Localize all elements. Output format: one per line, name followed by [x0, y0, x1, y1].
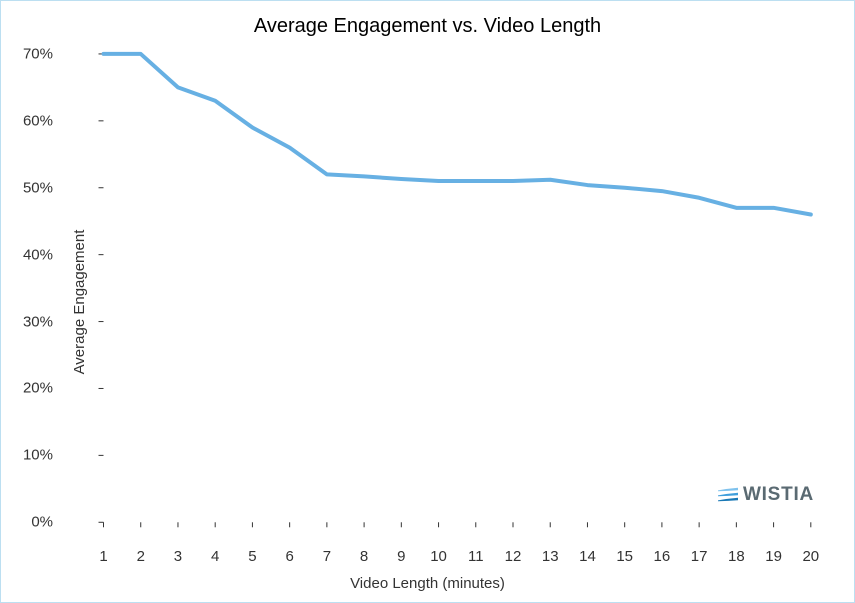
- x-tick-label: 7: [323, 548, 331, 565]
- y-tick-label: 60%: [23, 112, 53, 129]
- chart-title: Average Engagement vs. Video Length: [1, 15, 854, 38]
- x-tick-label: 8: [360, 548, 368, 565]
- wistia-logo: WISTIA: [717, 484, 814, 506]
- x-tick-label: 5: [248, 548, 256, 565]
- x-tick-label: 9: [397, 548, 405, 565]
- x-tick-label: 11: [468, 548, 484, 565]
- x-tick-label: 14: [579, 548, 596, 565]
- engagement-line: [104, 54, 811, 215]
- x-tick-label: 10: [430, 548, 447, 565]
- x-tick-label: 19: [765, 548, 782, 565]
- y-tick-label: 30%: [23, 313, 53, 330]
- y-tick-label: 0%: [31, 514, 53, 531]
- plot-area: 0%10%20%30%40%50%60%70%12345678910111213…: [61, 49, 834, 542]
- line-chart-svg: [61, 49, 834, 542]
- x-tick-label: 15: [616, 548, 633, 565]
- y-tick-label: 20%: [23, 380, 53, 397]
- x-tick-label: 17: [691, 548, 708, 565]
- x-tick-label: 13: [542, 548, 559, 565]
- y-tick-label: 50%: [23, 179, 53, 196]
- x-tick-label: 6: [285, 548, 293, 565]
- x-tick-label: 12: [505, 548, 522, 565]
- x-tick-label: 18: [728, 548, 745, 565]
- x-tick-label: 20: [802, 548, 819, 565]
- y-tick-label: 40%: [23, 246, 53, 263]
- y-tick-label: 10%: [23, 447, 53, 464]
- x-tick-label: 3: [174, 548, 182, 565]
- x-tick-label: 16: [654, 548, 671, 565]
- wistia-logo-text: WISTIA: [743, 484, 814, 506]
- x-tick-label: 2: [137, 548, 145, 565]
- wistia-logo-icon: [717, 486, 739, 504]
- x-tick-label: 4: [211, 548, 219, 565]
- x-tick-label: 1: [99, 548, 107, 565]
- x-axis-label: Video Length (minutes): [1, 575, 854, 592]
- chart-frame: Average Engagement vs. Video Length Aver…: [0, 0, 855, 603]
- y-tick-label: 70%: [23, 45, 53, 62]
